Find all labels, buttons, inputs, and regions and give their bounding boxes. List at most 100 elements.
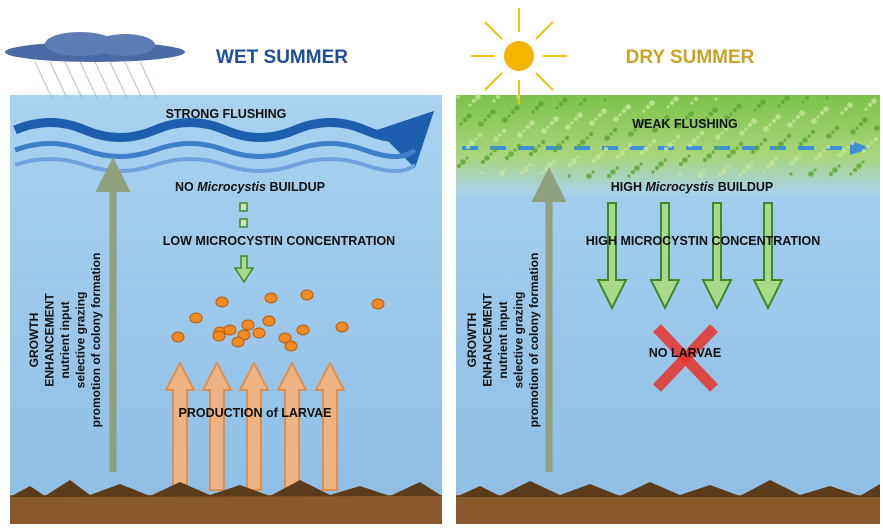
algae-cell [862, 117, 868, 123]
algae-cell [697, 172, 703, 178]
algae-cell [493, 148, 497, 152]
algae-cell [784, 95, 790, 101]
larvae-label: NO LARVAE [649, 346, 721, 360]
growth-line: GROWTH [465, 313, 479, 368]
algae-cell [463, 118, 467, 122]
algae-cell [751, 150, 755, 154]
algae-cell [499, 170, 505, 176]
buildup-prefix: NO [175, 180, 197, 194]
algae-cell [646, 105, 650, 109]
algae-cell [816, 115, 819, 118]
algae-cell [504, 167, 507, 170]
algae-cell [762, 169, 765, 172]
algae-cell [468, 103, 471, 106]
algae-cell [529, 152, 533, 156]
algae-cell [751, 118, 757, 124]
algae-cell [589, 120, 595, 126]
algae-cell [850, 129, 856, 135]
larva [263, 316, 275, 326]
algae-cell [561, 140, 564, 143]
algae-cell [667, 142, 673, 148]
algae-cell [679, 162, 683, 166]
algae-cell [640, 151, 644, 155]
algae-cell [768, 123, 771, 126]
algae-cell [556, 143, 562, 149]
algae-cell [772, 119, 776, 123]
algae-cell [787, 122, 793, 128]
algae-cell [790, 161, 794, 165]
algae-cell [850, 141, 854, 145]
algae-cell [676, 135, 680, 139]
algae-cell [553, 116, 559, 122]
algae-cell [760, 99, 766, 105]
algae-cell [832, 167, 838, 173]
algae-cell [712, 107, 718, 113]
algae-cell [487, 114, 491, 118]
algae-cell [535, 106, 539, 110]
algae-cell [493, 136, 499, 142]
algae-cell [613, 116, 619, 122]
algae-cell [753, 108, 756, 111]
algae-cell [489, 152, 492, 155]
algae-cell [733, 108, 737, 112]
growth-line: ENHANCEMENT [43, 293, 57, 387]
algae-cell [595, 154, 601, 160]
algae-cell [517, 144, 521, 148]
algae-cell [805, 96, 809, 100]
algae-cell [759, 142, 762, 145]
buildup-suffix: BUILDUP [714, 180, 773, 194]
algae-cell [706, 153, 712, 159]
algae-cell [678, 173, 681, 176]
algae-cell [855, 126, 858, 129]
algae-cell [498, 133, 501, 136]
panel-title: WET SUMMER [216, 47, 348, 68]
algae-cell [522, 129, 525, 132]
algae-cell [748, 123, 752, 127]
algae-cell [864, 107, 867, 110]
algae-cell [472, 99, 476, 103]
algae-cell [466, 145, 470, 149]
algae-cell [822, 149, 825, 152]
algae-cell [648, 143, 651, 146]
algae-cell [691, 138, 697, 144]
algae-cell [666, 105, 669, 108]
growth-line: selective grazing [512, 292, 526, 389]
larva [216, 297, 228, 307]
growth-line: GROWTH [27, 313, 41, 368]
algae-cell [775, 114, 781, 120]
algae-cell [687, 154, 690, 157]
algae-cell [775, 146, 779, 150]
larva [297, 325, 309, 335]
algae-cell [529, 120, 535, 126]
algae-cell [622, 109, 626, 113]
algae-cell [628, 143, 632, 147]
algae-cell [792, 119, 795, 122]
algae-cell [514, 105, 520, 111]
algae-cell [571, 158, 577, 164]
algae-cell [738, 173, 741, 176]
flushing-label: WEAK FLUSHING [632, 117, 738, 131]
algae-cell [808, 171, 814, 177]
algae-cell [799, 110, 805, 116]
algae-cell [502, 117, 508, 123]
algae-cell [496, 95, 500, 99]
algae-cell [565, 136, 569, 140]
algae-cell [793, 156, 799, 162]
algae-cell [600, 151, 603, 154]
algae-cell [570, 121, 573, 124]
algae-cell [865, 144, 871, 150]
larva [242, 320, 254, 330]
algae-cell [870, 141, 873, 144]
larva [172, 332, 184, 342]
algae-cell [541, 140, 545, 144]
algae-cell [609, 132, 612, 135]
algae-cell [604, 147, 608, 151]
algae-cell [849, 172, 852, 175]
growth-line: ENHANCEMENT [481, 293, 495, 387]
algae-cell [546, 125, 549, 128]
algae-cell [577, 144, 581, 148]
algae-cell [682, 157, 688, 163]
algae-cell [742, 169, 746, 173]
larva [265, 293, 277, 303]
algae-cell [787, 134, 791, 138]
